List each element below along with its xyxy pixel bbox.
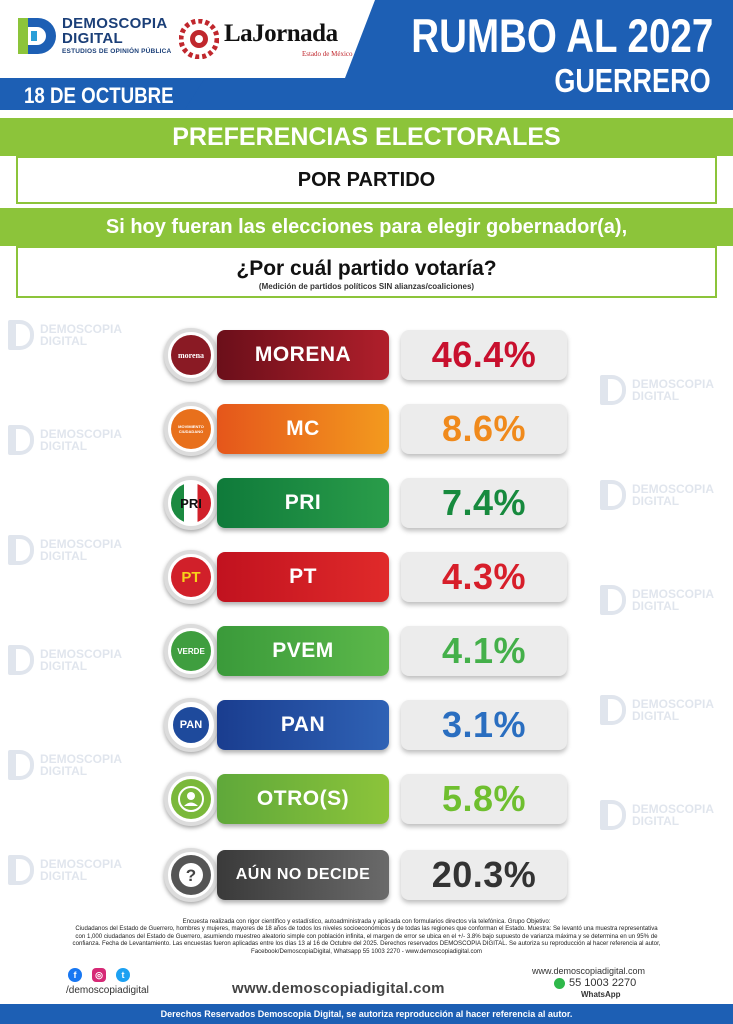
pri-tricolor-emblem-icon: PRI — [164, 476, 218, 530]
section-subtitle: POR PARTIDO — [297, 169, 436, 191]
party-name: MORENA — [217, 330, 389, 380]
party-row-pvem: VERDE PVEM 4.1% — [164, 622, 574, 680]
party-percentage: 20.3% — [401, 850, 567, 900]
party-percentage: 46.4% — [401, 330, 567, 380]
date-tab — [0, 78, 205, 110]
watermark: DEMOSCOPIA DIGITAL — [600, 585, 714, 615]
mc-eagle-emblem-icon: MOVIMIENTO CIUDADANO — [164, 402, 218, 456]
brand-line-1: DEMOSCOPIA — [62, 15, 168, 32]
person-silhouette-icon — [178, 786, 204, 812]
watermark: DEMOSCOPIA DIGITAL — [600, 800, 714, 830]
demoscopia-logo-icon — [18, 18, 56, 54]
page-subtitle: GUERRERO — [554, 62, 711, 99]
svg-text:?: ? — [186, 866, 196, 885]
logo-panel: DEMOSCOPIA DIGITAL ESTUDIOS DE OPINIÓN P… — [0, 0, 375, 78]
watermark: DEMOSCOPIA DIGITAL — [8, 320, 122, 350]
facebook-icon[interactable]: f — [68, 968, 82, 982]
pvem-emblem-text: VERDE — [171, 631, 211, 671]
question-icon: ? — [164, 848, 218, 902]
party-name: PVEM — [217, 626, 389, 676]
watermark: DEMOSCOPIA DIGITAL — [8, 535, 122, 565]
section-title: PREFERENCIAS ELECTORALES — [172, 123, 561, 151]
question-mark-icon: ? — [179, 863, 203, 887]
party-row-otros: OTRO(S) 5.8% — [164, 770, 574, 828]
header-banner: DEMOSCOPIA DIGITAL ESTUDIOS DE OPINIÓN P… — [0, 0, 733, 110]
question-line-2: ¿Por cuál partido votaría? — [236, 257, 497, 280]
party-name: PAN — [217, 700, 389, 750]
party-row-pan: PAN PAN 3.1% — [164, 696, 574, 754]
party-name: MC — [217, 404, 389, 454]
watermark: DEMOSCOPIA DIGITAL — [8, 425, 122, 455]
question-note: (Medición de partidos políticos SIN alia… — [258, 282, 475, 291]
party-name: PT — [217, 552, 389, 602]
party-name: OTRO(S) — [217, 774, 389, 824]
party-row-pri: PRI PRI 7.4% — [164, 474, 574, 532]
party-percentage: 4.3% — [401, 552, 567, 602]
brand-subtitle: ESTUDIOS DE OPINIÓN PÚBLICA — [62, 48, 172, 55]
website-link[interactable]: www.demoscopiadigital.com — [232, 980, 445, 997]
mc-emblem-text: MOVIMIENTO CIUDADANO — [171, 409, 211, 449]
morena-emblem-icon: morena — [164, 328, 218, 382]
pan-emblem-icon: PAN — [164, 698, 218, 752]
question-line-1: Si hoy fueran las elecciones para elegir… — [105, 216, 628, 238]
watermark: DEMOSCOPIA DIGITAL — [8, 645, 122, 675]
section-title-band: PREFERENCIAS ELECTORALES — [0, 118, 733, 156]
demoscopia-brand: DEMOSCOPIA DIGITAL ESTUDIOS DE OPINIÓN P… — [62, 16, 171, 55]
instagram-icon[interactable]: ◎ — [92, 968, 106, 982]
watermark: DEMOSCOPIA DIGITAL — [8, 855, 122, 885]
la-jornada-logo-icon — [179, 19, 219, 59]
whatsapp-icon — [554, 977, 565, 989]
party-row-pt: PT PT 4.3% — [164, 548, 574, 606]
party-percentage: 5.8% — [401, 774, 567, 824]
person-icon — [164, 772, 218, 826]
social-icons: f ◎ t — [68, 968, 130, 982]
twitter-icon[interactable]: t — [116, 968, 130, 982]
pvem-toucan-emblem-icon: VERDE — [164, 624, 218, 678]
party-percentage: 7.4% — [401, 478, 567, 528]
pt-star-emblem-icon: PT — [164, 550, 218, 604]
party-row-morena: morena MORENA 46.4% — [164, 326, 574, 384]
partner-subtitle: Estado de México — [302, 50, 353, 58]
contact-website[interactable]: www.demoscopiadigital.com — [532, 966, 646, 976]
rights-bar: Derechos Reservados Demoscopia Digital, … — [0, 1004, 733, 1024]
question-box: ¿Por cuál partido votaría? (Medición de … — [16, 246, 717, 298]
party-percentage: 4.1% — [401, 626, 567, 676]
watermark: DEMOSCOPIA DIGITAL — [600, 695, 714, 725]
partner-name: LaJornada — [224, 20, 338, 47]
party-percentage: 3.1% — [401, 700, 567, 750]
whatsapp-label: WhatsApp — [581, 990, 621, 999]
social-handle[interactable]: /demoscopiadigital — [66, 985, 149, 996]
methodology-note: Encuesta realizada con rigor científico … — [72, 918, 661, 955]
party-name: PRI — [217, 478, 389, 528]
pan-emblem-text: PAN — [171, 705, 211, 745]
whatsapp-contact[interactable]: 55 1003 2270 — [554, 977, 636, 989]
watermark: DEMOSCOPIA DIGITAL — [8, 750, 122, 780]
pt-emblem-text: PT — [171, 557, 211, 597]
party-row-mc: MOVIMIENTO CIUDADANO MC 8.6% — [164, 400, 574, 458]
party-percentage: 8.6% — [401, 404, 567, 454]
whatsapp-number: 55 1003 2270 — [569, 977, 637, 989]
page-title: RUMBO AL 2027 — [411, 9, 713, 62]
pri-emblem-text: PRI — [171, 483, 211, 523]
watermark: DEMOSCOPIA DIGITAL — [600, 375, 714, 405]
party-name: AÚN NO DECIDE — [217, 850, 389, 900]
watermark: DEMOSCOPIA DIGITAL — [600, 480, 714, 510]
question-band: Si hoy fueran las elecciones para elegir… — [0, 208, 733, 246]
brand-line-2: DIGITAL — [62, 30, 123, 47]
morena-emblem-text: morena — [171, 335, 211, 375]
section-subtitle-box: POR PARTIDO — [16, 156, 717, 204]
party-row-undecided: ? AÚN NO DECIDE 20.3% — [164, 846, 574, 904]
survey-date: 18 DE OCTUBRE — [24, 83, 174, 108]
